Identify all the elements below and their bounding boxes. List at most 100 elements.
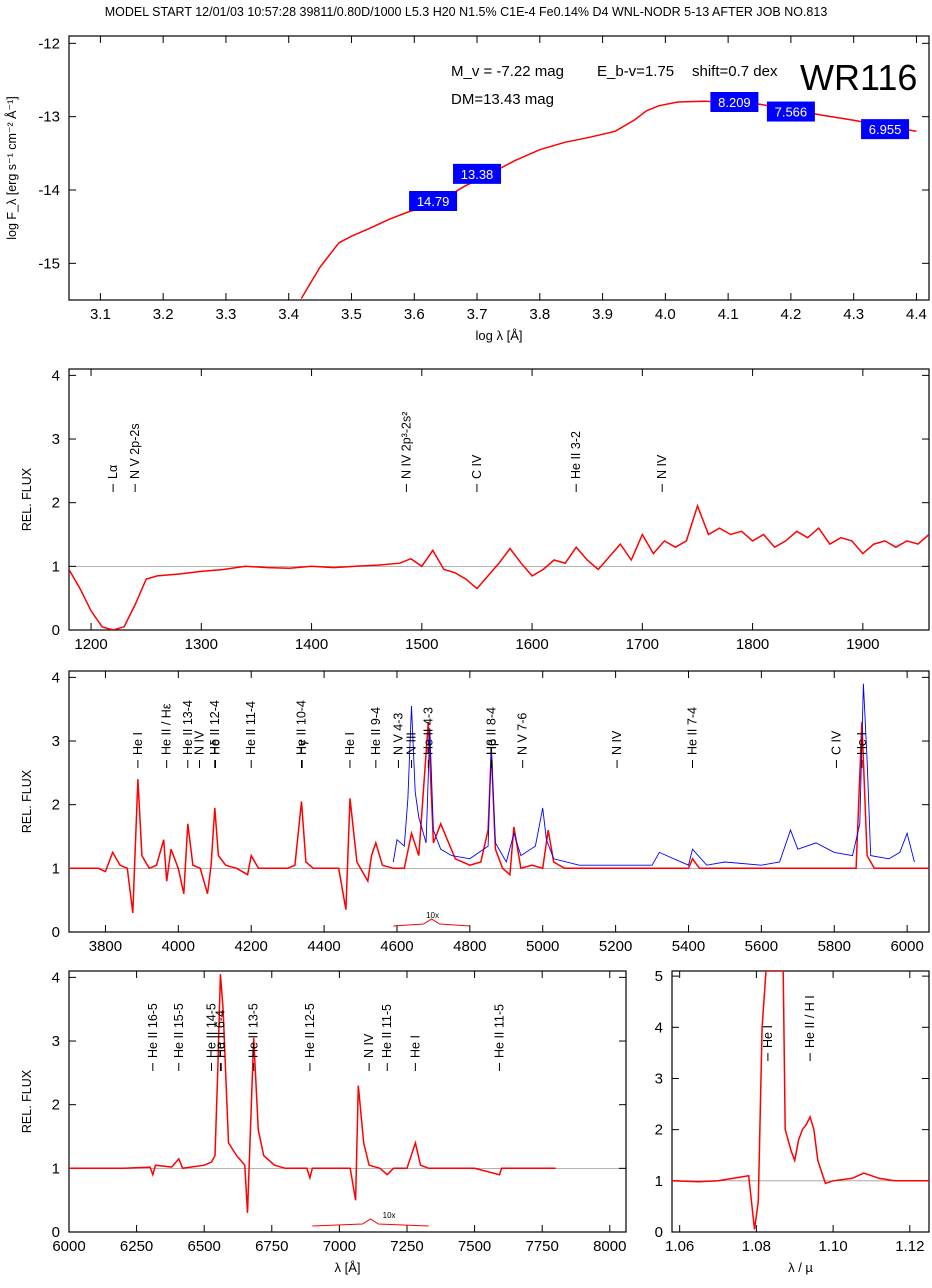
ebv-label: E_b-v=1.75 <box>597 63 674 80</box>
y-tick-label: 0 <box>52 622 60 639</box>
inset-10x-curve <box>393 918 470 927</box>
line-id-label: He II 8-4 <box>484 707 498 755</box>
x-axis-label: λ / µ <box>788 1260 813 1275</box>
line-id-label: He II 7-4 <box>686 707 700 755</box>
inset-scale-label: 10x <box>383 1211 396 1220</box>
line-id-label: N IV <box>655 454 669 479</box>
x-tick-label: 1600 <box>515 636 548 653</box>
line-id-label: He II 13-4 <box>181 700 195 755</box>
x-tick-label: 3.1 <box>90 306 111 323</box>
y-tick-label: 2 <box>52 1097 60 1114</box>
panel-optical: 3800 4000 4200 4400 4600 4800 5000 5200 5400 5600… <box>20 669 930 955</box>
panel-sed: 3.1 3.2 3.3 3.4 3.5 3.6 3.7 3.8 3.9 4.0 4.1 4.2 4.3 4… <box>4 35 930 343</box>
line-id-label: N IV <box>362 1033 376 1058</box>
line-id-label: He I <box>761 1025 775 1048</box>
x-tick-label: 3.5 <box>341 306 362 323</box>
x-tick-label: 3.7 <box>467 306 488 323</box>
y-axis-label: REL. FLUX <box>20 467 34 531</box>
x-tick-label: 5800 <box>818 938 851 955</box>
line-id-label: Lα <box>106 465 120 479</box>
y-tick-label: 0 <box>52 1224 60 1241</box>
x-tick-label: 1400 <box>295 636 328 653</box>
y-tick-label: 2 <box>52 797 60 814</box>
y-tick-label: 3 <box>655 1070 663 1087</box>
x-tick-label: 1.06 <box>665 1238 694 1255</box>
x-tick-label: 5000 <box>526 938 559 955</box>
x-tick-label: 7500 <box>458 1238 491 1255</box>
x-tick-label: 6750 <box>255 1238 288 1255</box>
plot-frame <box>68 368 930 631</box>
y-tick-label: 1 <box>52 558 60 575</box>
dm-label: DM=13.43 mag <box>451 91 554 108</box>
y-tick-label: -15 <box>38 255 60 272</box>
y-tick-label: 3 <box>52 431 60 448</box>
plot-frame <box>68 670 930 933</box>
x-tick-label: 3.9 <box>592 306 613 323</box>
x-axis-label: log λ [Å] <box>476 328 523 343</box>
y-tick-label: 4 <box>52 367 60 384</box>
y-tick-label: 5 <box>655 968 663 985</box>
line-id-label: Hγ <box>295 739 309 755</box>
y-tick-label: -14 <box>38 182 60 199</box>
model-header: MODEL START 12/01/03 10:57:28 39811/0.80… <box>105 5 828 19</box>
x-tick-label: 1.12 <box>895 1238 924 1255</box>
plot-area <box>672 971 929 1230</box>
photometry-box <box>710 92 759 112</box>
line-id-label: N IV <box>192 730 206 755</box>
y-axis-label: REL. FLUX <box>20 1069 34 1133</box>
panel-uv: 1200 1300 1400 1500 1600 1700 1800 1900 0 1 2 3 4 REL… <box>20 367 930 653</box>
y-tick-label: 0 <box>52 924 60 941</box>
plot-area <box>69 683 929 927</box>
x-tick-label: 4600 <box>380 938 413 955</box>
line-id-label: C IV <box>829 730 843 755</box>
photometry-mag: 8.209 <box>718 95 751 110</box>
line-id-label: He II 11-4 <box>244 701 258 755</box>
y-tick-label: 0 <box>655 1224 663 1241</box>
line-id-label: N IV 2p³-2s² <box>399 412 413 479</box>
x-tick-label: 3.8 <box>529 306 550 323</box>
star-name: WR116 <box>800 57 917 98</box>
line-id-label: He II 11-5 <box>492 1004 506 1058</box>
line-id-label: N V 7-6 <box>516 713 530 755</box>
y-tick-label: 2 <box>52 495 60 512</box>
model-spectrum <box>300 100 917 299</box>
x-tick-label: 1200 <box>74 636 107 653</box>
x-tick-label: 6250 <box>120 1238 153 1255</box>
line-id-label: C IV <box>470 454 484 479</box>
x-tick-label: 4.0 <box>655 306 676 323</box>
x-tick-label: 7000 <box>323 1238 356 1255</box>
line-id-label: He II 3-2 <box>569 431 583 479</box>
plot-area <box>69 503 929 630</box>
plot-frame <box>671 970 930 1233</box>
line-id-label: He I <box>855 732 869 755</box>
line-id-label: Hα <box>214 1042 228 1058</box>
plot-area <box>69 974 556 1227</box>
shift-label: shift=0.7 dex <box>692 63 778 80</box>
x-tick-label: 1700 <box>626 636 659 653</box>
x-tick-label: 5600 <box>745 938 778 955</box>
x-tick-label: 1900 <box>846 636 879 653</box>
line-id-label: N V 2p-2s <box>128 423 142 479</box>
panel-ir: 1.06 1.08 1.10 1.12 0 1 2 3 4 5 λ / µ He I He II / H… <box>655 968 930 1275</box>
y-tick-label: 1 <box>52 860 60 877</box>
photometry-mag: 14.79 <box>417 194 450 209</box>
x-tick-label: 1500 <box>405 636 438 653</box>
line-id-label: He II 9-4 <box>369 707 383 755</box>
x-tick-label: 5200 <box>599 938 632 955</box>
photometry-box <box>861 119 910 140</box>
x-tick-label: 6500 <box>188 1238 221 1255</box>
line-id-label: He II 13-5 <box>247 1003 261 1058</box>
line-id-label: N III <box>405 732 419 755</box>
line-id-label: He II / Hε <box>160 703 174 755</box>
line-id-label: Hβ <box>485 739 499 755</box>
line-id-label: He II 10-4 <box>294 700 308 755</box>
line-id-label: He I <box>131 732 145 755</box>
line-id-label: He II 11-5 <box>380 1004 394 1058</box>
line-id-label: He II 15-5 <box>172 1003 186 1058</box>
y-tick-label: 3 <box>52 733 60 750</box>
plot-frame <box>68 35 930 301</box>
x-tick-label: 4000 <box>162 938 195 955</box>
x-tick-label: 3.6 <box>404 306 425 323</box>
x-tick-label: 3.4 <box>278 306 299 323</box>
y-tick-label: -12 <box>38 35 60 52</box>
